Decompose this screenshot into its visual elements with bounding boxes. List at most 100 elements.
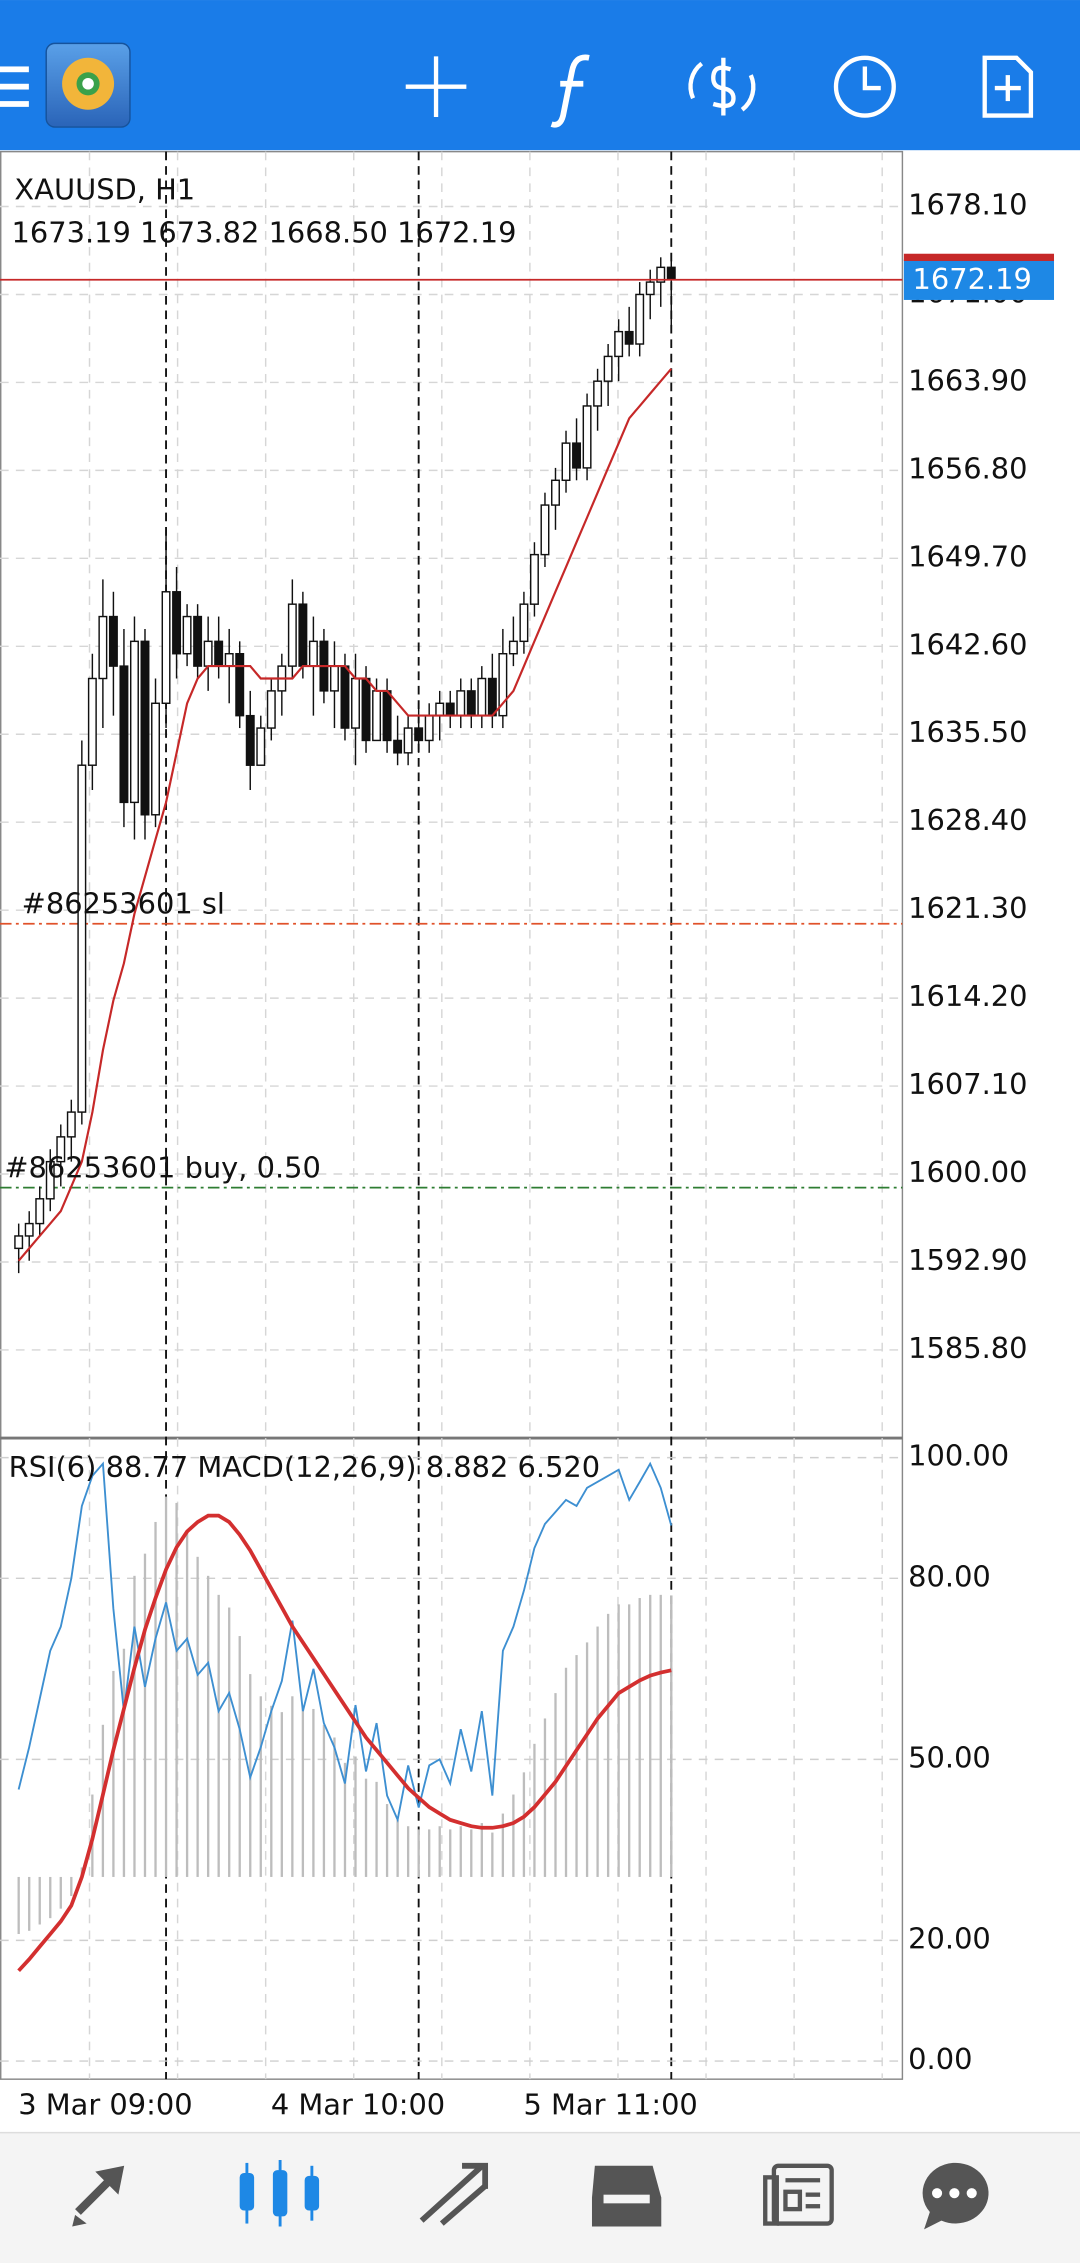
macd-bar xyxy=(617,1604,620,1877)
news-tab[interactable] xyxy=(763,2163,834,2226)
indicators-button[interactable] xyxy=(550,54,590,128)
macd-bar xyxy=(596,1626,599,1877)
candle-body xyxy=(529,553,539,605)
chart-tab[interactable] xyxy=(239,2160,320,2227)
rsi-line xyxy=(17,1461,673,1823)
macd-bar xyxy=(364,1778,368,1877)
quotes-tab[interactable] xyxy=(72,2165,125,2227)
overlay-layer: XAUUSD, H1 1673.19 1673.82 1668.50 1672.… xyxy=(4,172,1055,2122)
macd-bar xyxy=(164,1496,168,1877)
y-tick-label: 1649.70 xyxy=(908,539,1027,573)
indicator-info: RSI(6) 88.77 MACD(12,26,9) 8.882 6.520 xyxy=(9,1450,601,1484)
y-tick-label: 100.00 xyxy=(908,1439,1009,1473)
y-tick-label: 1628.40 xyxy=(908,803,1027,837)
macd-bar xyxy=(322,1724,326,1877)
candle-body xyxy=(351,677,360,729)
candle-body xyxy=(245,714,255,766)
macd-bar xyxy=(533,1743,536,1877)
candle-body xyxy=(256,727,266,766)
macd-bar xyxy=(206,1575,210,1877)
y-tick-label: 1678.10 xyxy=(908,188,1027,222)
candle-body xyxy=(287,603,297,667)
y-tick-label: 1607.10 xyxy=(908,1067,1027,1101)
chat-tab[interactable] xyxy=(922,2162,989,2230)
macd-bar xyxy=(185,1531,189,1877)
candle-body xyxy=(372,690,382,742)
candle-body xyxy=(235,653,245,717)
trade-tab[interactable] xyxy=(419,2162,489,2226)
moving-average xyxy=(17,368,673,1262)
app-logo[interactable] xyxy=(45,42,131,128)
candle-body xyxy=(466,690,476,717)
candle-body xyxy=(624,330,634,345)
y-tick-label: 1592.90 xyxy=(908,1243,1027,1277)
candle-body xyxy=(182,615,192,655)
macd-bar xyxy=(406,1826,410,1877)
y-tick-label: 80.00 xyxy=(908,1559,991,1593)
history-button[interactable] xyxy=(833,55,896,118)
macd-bar xyxy=(480,1823,483,1877)
candle-body xyxy=(519,603,529,643)
candle-body xyxy=(298,603,308,667)
candle-body xyxy=(414,727,424,742)
candle-body xyxy=(266,690,276,729)
macd-bar xyxy=(301,1705,305,1877)
new-order-button[interactable] xyxy=(982,55,1034,118)
candle-body xyxy=(403,727,413,754)
candle-body xyxy=(56,1136,66,1163)
candle-body xyxy=(487,677,497,717)
macd-bar xyxy=(122,1648,126,1877)
candle-body xyxy=(129,640,139,804)
candle-body xyxy=(382,690,392,742)
candle-body xyxy=(635,293,645,345)
macd-bar xyxy=(501,1813,505,1877)
candle-body xyxy=(329,665,339,692)
order-label: #86253601 buy, 0.50 xyxy=(4,1151,321,1185)
candle-body xyxy=(308,640,318,667)
grid-layer xyxy=(0,151,903,2080)
y-tick-label: 1614.20 xyxy=(908,979,1027,1013)
macd-bar xyxy=(659,1594,662,1877)
macd-bar xyxy=(17,1876,20,1935)
candle-body xyxy=(224,653,234,667)
macd-bar xyxy=(649,1594,652,1877)
menu-button[interactable] xyxy=(0,66,29,107)
candle-body xyxy=(35,1198,45,1225)
macd-bar xyxy=(228,1607,231,1877)
macd-bar xyxy=(259,1696,262,1877)
macd-bar xyxy=(575,1655,578,1877)
crosshair-button[interactable] xyxy=(405,56,467,117)
candle-body xyxy=(151,702,160,816)
candle-body xyxy=(393,739,403,754)
y-tick-label: 1642.60 xyxy=(908,627,1027,661)
price-pane xyxy=(0,257,903,1274)
candle-body xyxy=(666,266,676,281)
macd-bar xyxy=(175,1502,178,1877)
candle-body xyxy=(593,380,603,407)
macd-bar xyxy=(354,1756,357,1877)
macd-bar xyxy=(143,1553,147,1877)
x-tick-label: 3 Mar 09:00 xyxy=(18,2088,192,2122)
candle-body xyxy=(540,504,550,556)
trade-button[interactable] xyxy=(688,57,756,116)
candle-body xyxy=(108,615,118,667)
candle-body xyxy=(66,1111,76,1138)
candle-body xyxy=(172,591,182,655)
macd-bar xyxy=(459,1826,462,1877)
macd-bar xyxy=(333,1737,336,1877)
candle-body xyxy=(561,442,571,482)
macd-bar xyxy=(70,1876,73,1896)
macd-bar xyxy=(154,1521,157,1877)
candle-body xyxy=(87,677,97,766)
price-tag: 1672.19 xyxy=(913,262,1032,296)
macd-bar xyxy=(638,1598,641,1877)
indicator-pane xyxy=(17,1461,673,1973)
candle-body xyxy=(551,479,560,506)
candle-body xyxy=(603,355,613,382)
history-tab[interactable] xyxy=(591,2165,662,2227)
candle-body xyxy=(203,640,213,667)
macd-bar xyxy=(470,1829,473,1877)
macd-bar xyxy=(606,1613,610,1877)
candle-body xyxy=(14,1235,24,1250)
candle-body xyxy=(614,330,624,358)
